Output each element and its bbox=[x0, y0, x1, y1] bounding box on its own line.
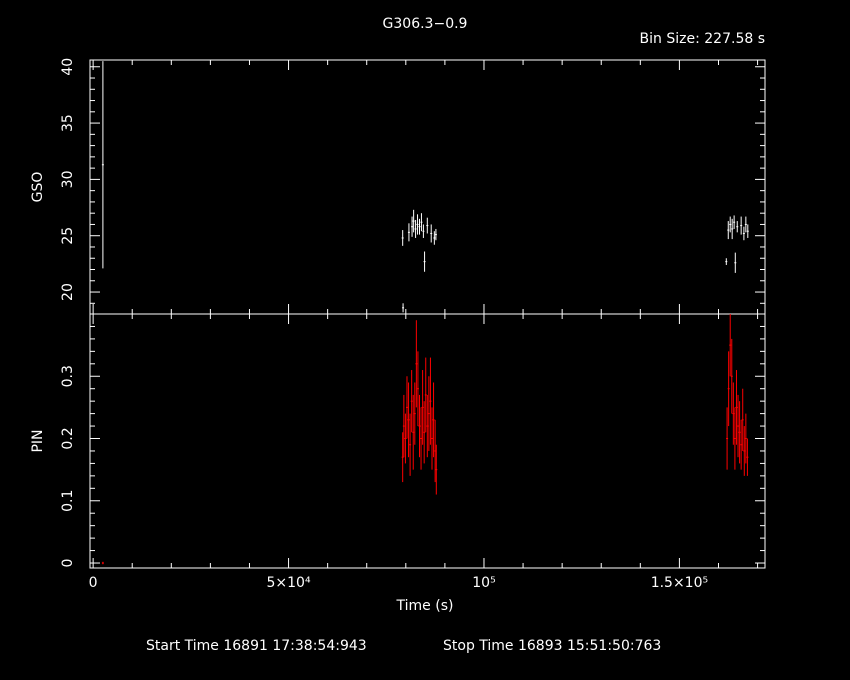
y-tick-label: 0.2 bbox=[60, 427, 76, 449]
bin-size: Bin Size: 227.58 s bbox=[640, 31, 765, 47]
y-tick-label: 40 bbox=[60, 58, 76, 76]
stop-time: Stop Time 16893 15:51:50:763 bbox=[443, 638, 661, 654]
x-tick-label: 10⁵ bbox=[472, 575, 495, 591]
plot-frame bbox=[89, 313, 766, 569]
y-tick-label: 0.3 bbox=[60, 365, 76, 387]
x-axis-label: Time (s) bbox=[396, 598, 454, 614]
y-axis-label: GSO bbox=[30, 172, 46, 203]
y-axis-label: PIN bbox=[30, 429, 46, 452]
x-tick-label: 5×10⁴ bbox=[267, 575, 311, 591]
x-tick-label: 0 bbox=[89, 575, 98, 591]
start-time: Start Time 16891 17:38:54:943 bbox=[146, 638, 367, 654]
y-tick-label: 20 bbox=[60, 283, 76, 301]
x-tick-label: 1.5×10⁵ bbox=[651, 575, 708, 591]
y-tick-label: 35 bbox=[60, 114, 76, 132]
chart-title: G306.3−0.9 bbox=[383, 16, 468, 32]
y-tick-label: 0 bbox=[60, 559, 76, 568]
y-tick-label: 25 bbox=[60, 227, 76, 245]
y-tick-label: 0.1 bbox=[60, 490, 76, 512]
y-tick-label: 30 bbox=[60, 170, 76, 188]
